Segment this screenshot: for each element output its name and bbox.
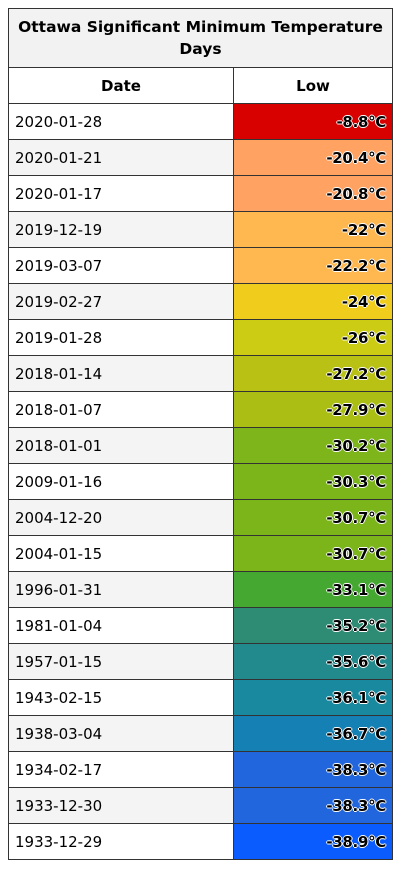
date-cell: 1957-01-15: [8, 643, 234, 680]
table-row: 2020-01-17 -20.8°C: [8, 175, 394, 212]
low-cell: -38.3°C: [232, 787, 394, 824]
date-cell: 2004-12-20: [8, 499, 234, 536]
column-header: Low: [232, 67, 394, 104]
date-cell: 1996-01-31: [8, 571, 234, 608]
table-row: 1933-12-29 -38.9°C: [8, 823, 394, 860]
date-cell: 2009-01-16: [8, 463, 234, 500]
date-cell: 2018-01-07: [8, 391, 234, 428]
table-row: 2009-01-16 -30.3°C: [8, 463, 394, 500]
low-cell: -27.2°C: [232, 355, 394, 392]
low-cell: -33.1°C: [232, 571, 394, 608]
low-cell: -30.3°C: [232, 463, 394, 500]
low-cell: -20.8°C: [232, 175, 394, 212]
date-cell: 1933-12-29: [8, 823, 234, 860]
table-row: 2019-02-27 -24°C: [8, 283, 394, 320]
table-row: 1943-02-15 -36.1°C: [8, 679, 394, 716]
low-cell: -36.7°C: [232, 715, 394, 752]
low-cell: -20.4°C: [232, 139, 394, 176]
table-body: Ottawa Significant Minimum Temperature D…: [7, 8, 394, 860]
low-cell: -38.3°C: [232, 751, 394, 788]
low-cell: -22°C: [232, 211, 394, 248]
low-cell: -30.7°C: [232, 535, 394, 572]
low-cell: -8.8°C: [232, 103, 394, 140]
table-row: 2018-01-07 -27.9°C: [8, 391, 394, 428]
low-cell: -24°C: [232, 283, 394, 320]
table-row: 2019-12-19 -22°C: [8, 211, 394, 248]
table-row: 1934-02-17 -38.3°C: [8, 751, 394, 788]
date-cell: 2018-01-01: [8, 427, 234, 464]
table-row: 1933-12-30 -38.3°C: [8, 787, 394, 824]
low-cell: -22.2°C: [232, 247, 394, 284]
table-row: 2019-01-28 -26°C: [8, 319, 394, 356]
table-row: 2020-01-28 -8.8°C: [8, 103, 394, 140]
table-title: Ottawa Significant Minimum Temperature D…: [7, 8, 394, 68]
date-cell: 2018-01-14: [8, 355, 234, 392]
table-row: 2004-01-15 -30.7°C: [8, 535, 394, 572]
date-cell: 1933-12-30: [8, 787, 234, 824]
table-row: 1938-03-04 -36.7°C: [8, 715, 394, 752]
low-cell: -26°C: [232, 319, 394, 356]
table-row: 2018-01-14 -27.2°C: [8, 355, 394, 392]
date-cell: 2020-01-28: [8, 103, 234, 140]
table-row: 2020-01-21 -20.4°C: [8, 139, 394, 176]
low-cell: -30.7°C: [232, 499, 394, 536]
date-cell: 2019-12-19: [8, 211, 234, 248]
date-cell: 1981-01-04: [8, 607, 234, 644]
table-row: 1957-01-15 -35.6°C: [8, 643, 394, 680]
table-row: 1996-01-31 -33.1°C: [8, 571, 394, 608]
low-cell: -36.1°C: [232, 679, 394, 716]
table-row: 2018-01-01 -30.2°C: [8, 427, 394, 464]
low-cell: -38.9°C: [232, 823, 394, 860]
date-cell: 1943-02-15: [8, 679, 234, 716]
low-cell: -30.2°C: [232, 427, 394, 464]
low-cell: -35.2°C: [232, 607, 394, 644]
date-cell: 2019-02-27: [8, 283, 234, 320]
date-cell: 2019-01-28: [8, 319, 234, 356]
date-cell: 2020-01-21: [8, 139, 234, 176]
header-row: Date Low: [8, 67, 394, 104]
table-row: 1981-01-04 -35.2°C: [8, 607, 394, 644]
date-cell: 2004-01-15: [8, 535, 234, 572]
date-cell: 1938-03-04: [8, 715, 234, 752]
date-cell: 1934-02-17: [8, 751, 234, 788]
date-cell: 2019-03-07: [8, 247, 234, 284]
column-header: Date: [8, 67, 234, 104]
table-row: 2004-12-20 -30.7°C: [8, 499, 394, 536]
low-cell: -35.6°C: [232, 643, 394, 680]
table-row: 2019-03-07 -22.2°C: [8, 247, 394, 284]
low-cell: -27.9°C: [232, 391, 394, 428]
date-cell: 2020-01-17: [8, 175, 234, 212]
temperature-table: Ottawa Significant Minimum Temperature D…: [7, 8, 394, 860]
title-row: Ottawa Significant Minimum Temperature D…: [7, 8, 394, 68]
